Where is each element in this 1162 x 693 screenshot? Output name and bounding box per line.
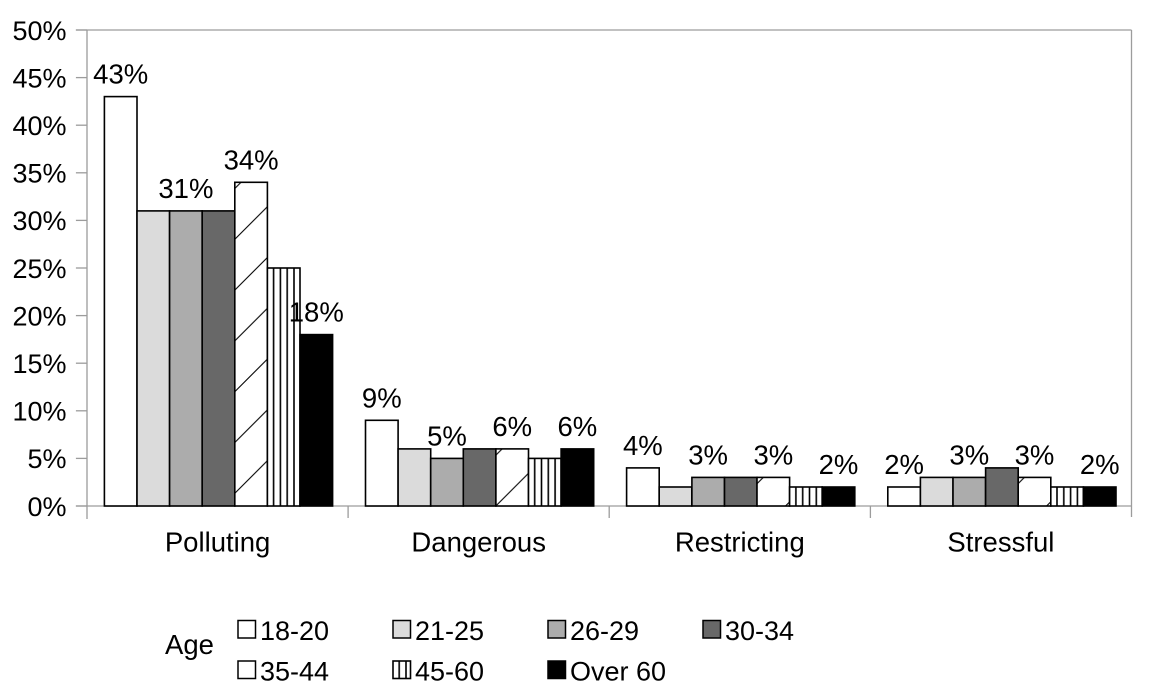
svg-text:31%: 31% xyxy=(158,173,213,204)
svg-text:3%: 3% xyxy=(754,439,794,470)
svg-text:34%: 34% xyxy=(224,144,279,175)
svg-text:26-29: 26-29 xyxy=(570,616,639,646)
svg-text:9%: 9% xyxy=(362,382,402,413)
svg-text:25%: 25% xyxy=(12,254,66,284)
svg-text:35-44: 35-44 xyxy=(260,657,329,687)
svg-text:Age: Age xyxy=(165,629,214,660)
svg-text:18%: 18% xyxy=(289,297,344,328)
svg-text:3%: 3% xyxy=(949,439,989,470)
svg-text:15%: 15% xyxy=(12,349,66,379)
svg-text:10%: 10% xyxy=(12,397,66,427)
svg-text:50%: 50% xyxy=(12,16,66,46)
svg-text:18-20: 18-20 xyxy=(260,616,329,646)
svg-text:20%: 20% xyxy=(12,301,66,331)
svg-text:40%: 40% xyxy=(12,111,66,141)
svg-text:21-25: 21-25 xyxy=(415,616,484,646)
svg-text:5%: 5% xyxy=(427,420,467,451)
svg-text:30%: 30% xyxy=(12,206,66,236)
svg-text:2%: 2% xyxy=(819,449,859,480)
svg-text:Over 60: Over 60 xyxy=(570,657,666,687)
svg-text:2%: 2% xyxy=(884,449,924,480)
svg-text:6%: 6% xyxy=(558,411,598,442)
svg-text:35%: 35% xyxy=(12,159,66,189)
svg-text:4%: 4% xyxy=(623,430,663,461)
svg-text:45%: 45% xyxy=(12,63,66,93)
svg-text:Stressful: Stressful xyxy=(947,527,1054,558)
svg-text:Polluting: Polluting xyxy=(165,527,271,558)
svg-text:3%: 3% xyxy=(1015,439,1055,470)
svg-text:30-34: 30-34 xyxy=(725,616,794,646)
svg-text:Dangerous: Dangerous xyxy=(411,527,546,558)
svg-text:0%: 0% xyxy=(27,492,66,522)
svg-text:6%: 6% xyxy=(492,411,532,442)
svg-text:2%: 2% xyxy=(1080,449,1120,480)
svg-text:45-60: 45-60 xyxy=(415,657,484,687)
svg-text:43%: 43% xyxy=(93,59,148,90)
svg-text:5%: 5% xyxy=(27,444,66,474)
svg-text:Restricting: Restricting xyxy=(675,527,805,558)
svg-text:3%: 3% xyxy=(688,439,728,470)
